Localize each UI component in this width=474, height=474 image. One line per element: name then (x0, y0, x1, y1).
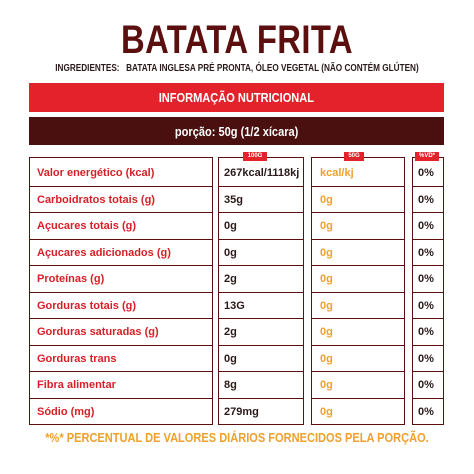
vd-value: 0% (418, 352, 434, 365)
per50-value: 0g (320, 299, 333, 312)
serving-band: porção: 50g (1/2 xícara) (29, 117, 444, 145)
vd-value: 0% (418, 273, 434, 285)
row-divider (29, 291, 213, 293)
row-divider (412, 238, 444, 240)
row-divider (29, 185, 213, 187)
serving-text: porção: 50g (1/2 xícara) (174, 123, 299, 139)
nutrient-label: Gorduras trans (37, 352, 117, 365)
row-divider (29, 344, 213, 346)
nutrient-label: Açucares totais (g) (37, 220, 137, 232)
row-divider (218, 371, 304, 372)
per50-value: 0g (320, 273, 333, 285)
per100-value: 13G (224, 299, 245, 312)
per100-value: 0g (224, 246, 237, 259)
vd-value: 0% (418, 167, 434, 179)
row-divider (311, 238, 405, 240)
row-divider (311, 397, 405, 399)
per100-value: 0g (224, 220, 237, 232)
per50-value: 0g (320, 193, 333, 206)
row-divider (412, 344, 444, 346)
vd-value: 0% (418, 246, 434, 259)
nutrient-label: Carboidratos totais (g) (37, 193, 155, 206)
nutrient-label: Valor energético (kcal) (37, 167, 155, 179)
row-divider (29, 318, 213, 319)
per50-value: 0g (320, 220, 333, 232)
ingredients-label: INGREDIENTES: (55, 63, 120, 74)
row-divider (412, 265, 444, 266)
row-divider (218, 265, 304, 266)
row-divider (218, 318, 304, 319)
row-divider (218, 397, 304, 399)
product-title: BATATA FRITA (120, 18, 354, 62)
per100-value: 2g (224, 273, 237, 285)
row-divider (218, 212, 304, 213)
ingredients-line: INGREDIENTES: BATATA INGLESA PRÉ PRONTA, … (43, 63, 432, 74)
nutrient-label: Açucares adicionados (g) (37, 246, 171, 259)
row-divider (218, 291, 304, 293)
per50-column-tag: 50G (344, 152, 364, 161)
per50-value: 0g (320, 405, 333, 418)
vd-column-tag: %VD* (415, 152, 439, 161)
nutrition-header-band: INFORMAÇÃO NUTRICIONAL (29, 83, 444, 112)
nutrient-label: Sódio (mg) (37, 405, 95, 418)
vd-value: 0% (418, 379, 434, 391)
row-divider (412, 185, 444, 187)
nutrient-label: Gorduras totais (g) (37, 299, 137, 312)
row-divider (218, 344, 304, 346)
row-divider (29, 212, 213, 213)
row-divider (29, 397, 213, 399)
row-divider (311, 371, 405, 372)
row-divider (311, 265, 405, 266)
vd-value: 0% (418, 193, 434, 206)
per100-value: 279mg (224, 405, 259, 418)
row-divider (412, 397, 444, 399)
row-divider (218, 238, 304, 240)
vd-value: 0% (418, 326, 434, 338)
per100-value: 2g (224, 326, 237, 338)
row-divider (412, 291, 444, 293)
per100-column-tag: 100G (243, 152, 267, 161)
row-divider (29, 265, 213, 266)
per50-value: 0g (320, 246, 333, 259)
ingredients-text: BATATA INGLESA PRÉ PRONTA, ÓLEO VEGETAL … (126, 63, 419, 74)
row-divider (311, 291, 405, 293)
footnote: *%* PERCENTUAL DE VALORES DIÁRIOS FORNEC… (45, 430, 429, 445)
row-divider (412, 318, 444, 319)
row-divider (29, 238, 213, 240)
row-divider (218, 185, 304, 187)
vd-value: 0% (418, 405, 434, 418)
row-divider (412, 212, 444, 213)
row-divider (412, 371, 444, 372)
per50-value: kcal/kj (320, 167, 354, 179)
per50-value: 0g (320, 326, 333, 338)
per100-value: 8g (224, 379, 237, 391)
per50-value: 0g (320, 352, 333, 365)
per100-value: 267kcal/1118kj (224, 167, 300, 179)
row-divider (311, 344, 405, 346)
nutrition-header-text: INFORMAÇÃO NUTRICIONAL (158, 90, 315, 105)
per100-value: 35g (224, 193, 243, 206)
per100-value: 0g (224, 352, 237, 365)
nutrient-label: Fibra alimentar (37, 379, 116, 391)
vd-value: 0% (418, 299, 434, 312)
row-divider (311, 212, 405, 213)
nutrient-label: Proteínas (g) (37, 273, 105, 285)
vd-value: 0% (418, 220, 434, 232)
labels-column-frame (29, 157, 213, 425)
per50-value: 0g (320, 379, 333, 391)
row-divider (311, 185, 405, 187)
row-divider (29, 371, 213, 372)
nutrient-label: Gorduras saturadas (g) (37, 326, 159, 338)
row-divider (311, 318, 405, 319)
